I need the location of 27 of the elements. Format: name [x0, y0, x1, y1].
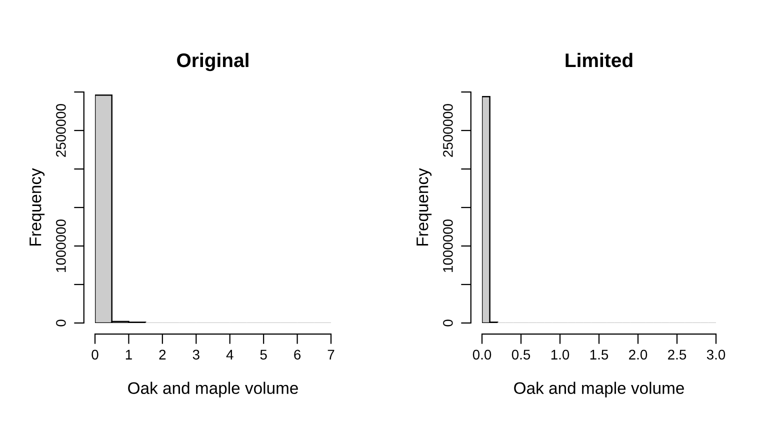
- x-tick-label: 2: [159, 350, 166, 360]
- x-tick-label: 2.0: [629, 350, 648, 360]
- y-axis-title: Frequency: [416, 168, 432, 246]
- x-tick-label: 1.5: [590, 350, 608, 360]
- x-tick-label: 3: [192, 350, 200, 360]
- y-tick-label: 2500000: [443, 104, 453, 157]
- x-axis-title: Oak and maple volume: [514, 382, 684, 398]
- y-tick-label: 2500000: [56, 104, 66, 157]
- chart-title: Limited: [566, 52, 632, 68]
- x-tick-label: 1: [126, 350, 132, 360]
- x-tick-label: 0.5: [512, 350, 530, 360]
- x-tick-label: 7: [328, 350, 334, 360]
- chart-title: Original: [177, 52, 248, 72]
- y-tick-label: 1000000: [56, 220, 66, 272]
- x-tick-label: 6: [294, 350, 301, 360]
- y-tick-label: 0: [56, 320, 66, 326]
- x-tick-label: 0: [92, 350, 98, 360]
- x-axis-title: Oak and maple volume: [128, 382, 298, 398]
- x-tick-label: 1.0: [551, 350, 570, 360]
- x-tick-label: 0.0: [472, 350, 492, 360]
- x-tick-label: 4: [226, 350, 234, 360]
- y-tick-label: 0: [443, 320, 453, 326]
- x-tick-label: 5: [260, 350, 267, 360]
- x-tick-label: 3.0: [706, 350, 726, 360]
- x-tick-label: 2.5: [668, 350, 686, 360]
- y-axis-title: Frequency: [30, 168, 45, 246]
- y-tick-label: 1000000: [443, 220, 453, 272]
